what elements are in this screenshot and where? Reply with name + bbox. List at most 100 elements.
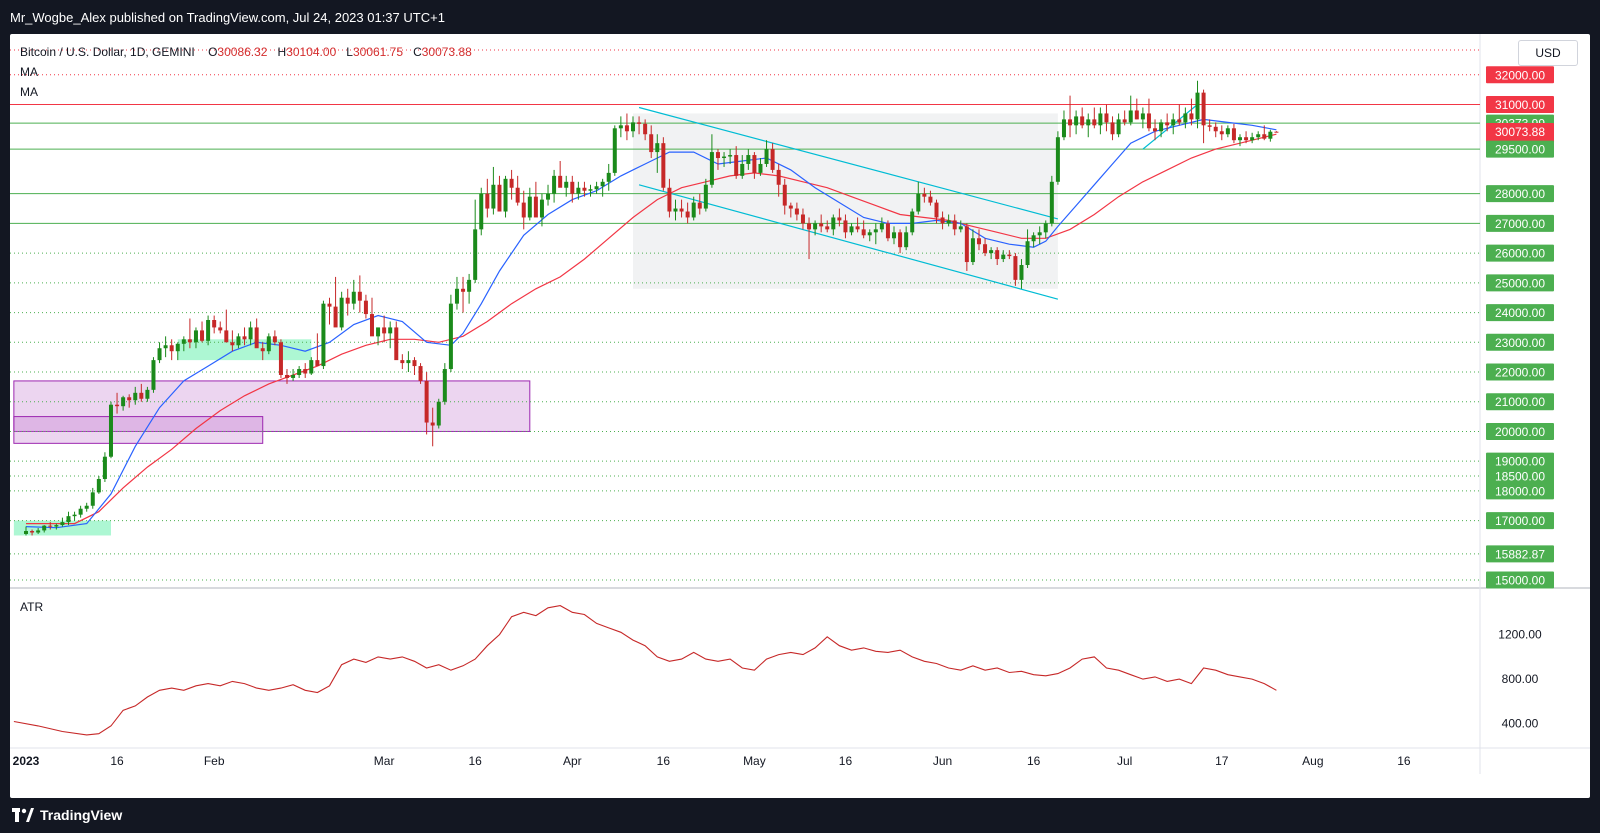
time-tick-13: Aug bbox=[1302, 754, 1323, 768]
time-tick-9: Jun bbox=[933, 754, 952, 768]
candle bbox=[582, 181, 587, 197]
price-label-10: 23000.00 bbox=[1495, 336, 1545, 350]
candle-body bbox=[1177, 119, 1182, 123]
candle bbox=[649, 125, 654, 159]
chart-frame[interactable]: 32000.0031000.0030373.9930073.8823:22:51… bbox=[10, 34, 1590, 798]
candle bbox=[260, 342, 265, 361]
candle-body bbox=[546, 193, 551, 200]
candle bbox=[303, 363, 308, 378]
candle bbox=[351, 279, 356, 310]
chart-legend: Bitcoin / U.S. Dollar, 1D, GEMINI O30086… bbox=[20, 42, 472, 102]
legend-ma-1[interactable]: MA bbox=[20, 65, 38, 79]
candle bbox=[509, 169, 514, 200]
price-label-bg-5 bbox=[1486, 185, 1554, 203]
candle-body bbox=[309, 360, 314, 374]
candle bbox=[533, 181, 538, 218]
legend-symbol[interactable]: Bitcoin / U.S. Dollar, 1D, GEMINI bbox=[20, 45, 195, 59]
candle bbox=[898, 229, 903, 254]
candle bbox=[406, 351, 411, 373]
candle-body bbox=[127, 397, 132, 401]
candle bbox=[339, 291, 344, 331]
candle bbox=[1074, 110, 1079, 135]
candle bbox=[479, 187, 484, 236]
candle-body bbox=[1074, 116, 1079, 126]
candle-body bbox=[1146, 113, 1151, 129]
price-label-bg-8 bbox=[1486, 274, 1554, 292]
candle-body bbox=[910, 211, 915, 233]
candle bbox=[224, 309, 229, 343]
chart-svg[interactable]: 32000.0031000.0030373.9930073.8823:22:51… bbox=[10, 34, 1590, 798]
candle bbox=[594, 181, 599, 194]
candle bbox=[187, 318, 192, 349]
time-tick-7: May bbox=[743, 754, 766, 768]
candle-body bbox=[800, 214, 805, 224]
candle bbox=[297, 366, 302, 378]
candle-body bbox=[691, 202, 696, 218]
time-tick-14: 16 bbox=[1397, 754, 1411, 768]
time-tick-10: 16 bbox=[1027, 754, 1041, 768]
candle-body bbox=[539, 199, 544, 218]
candle-body bbox=[1262, 134, 1267, 139]
candle-body bbox=[181, 339, 186, 344]
candle bbox=[558, 160, 563, 188]
price-label-bg-0 bbox=[1486, 66, 1554, 84]
candle-body bbox=[424, 380, 429, 423]
candle-body bbox=[157, 348, 162, 361]
candle bbox=[1189, 98, 1194, 126]
candle bbox=[922, 187, 927, 203]
candle bbox=[400, 354, 405, 370]
candle-body bbox=[254, 327, 259, 349]
candle-body bbox=[1171, 119, 1176, 126]
candle bbox=[54, 523, 59, 530]
candle bbox=[722, 152, 727, 167]
time-tick-2: Feb bbox=[204, 754, 225, 768]
candle bbox=[467, 273, 472, 304]
currency-button[interactable]: USD bbox=[1518, 40, 1578, 66]
candle bbox=[1140, 107, 1145, 129]
candle-body bbox=[1092, 119, 1097, 126]
candle bbox=[430, 407, 435, 447]
tradingview-logo[interactable]: TradingView bbox=[12, 807, 122, 823]
publisher-text: Mr_Wogbe_Alex published on TradingView.c… bbox=[10, 10, 445, 25]
candle-body bbox=[734, 155, 739, 176]
candle bbox=[394, 321, 399, 361]
candle-body bbox=[406, 360, 411, 364]
candle bbox=[892, 226, 897, 245]
footer-bar: TradingView bbox=[0, 798, 1600, 833]
candle-body bbox=[558, 175, 563, 188]
candle-body bbox=[1068, 119, 1073, 126]
candle-body bbox=[1189, 113, 1194, 120]
candle-body bbox=[825, 226, 830, 230]
candle bbox=[497, 175, 502, 212]
candle bbox=[1019, 259, 1024, 289]
candle-body bbox=[272, 336, 277, 343]
candle-body bbox=[776, 169, 781, 185]
candle-body bbox=[1195, 92, 1200, 120]
legend-ma-2[interactable]: MA bbox=[20, 85, 38, 99]
candle bbox=[976, 229, 981, 251]
candle-body bbox=[1110, 122, 1115, 135]
price-label-bg-16 bbox=[1486, 482, 1554, 500]
price-label-9: 24000.00 bbox=[1495, 306, 1545, 320]
candle bbox=[1171, 113, 1176, 135]
candle-body bbox=[297, 369, 302, 375]
candle-body bbox=[54, 525, 59, 527]
candle-body bbox=[952, 220, 957, 230]
candle-body bbox=[661, 143, 666, 188]
candle bbox=[1001, 250, 1006, 263]
candle bbox=[1146, 98, 1151, 132]
candle bbox=[655, 134, 660, 173]
candle bbox=[157, 342, 162, 364]
candle bbox=[879, 217, 884, 233]
candle bbox=[734, 146, 739, 179]
candle-body bbox=[715, 152, 720, 159]
candle bbox=[843, 214, 848, 239]
candle bbox=[291, 369, 296, 381]
candle-body bbox=[121, 397, 126, 407]
candle bbox=[1256, 131, 1261, 141]
atr-legend[interactable]: ATR bbox=[20, 600, 44, 614]
candle bbox=[910, 208, 915, 236]
candle bbox=[1262, 125, 1267, 141]
candle bbox=[454, 276, 459, 310]
price-label-19: 15000.00 bbox=[1495, 574, 1545, 588]
